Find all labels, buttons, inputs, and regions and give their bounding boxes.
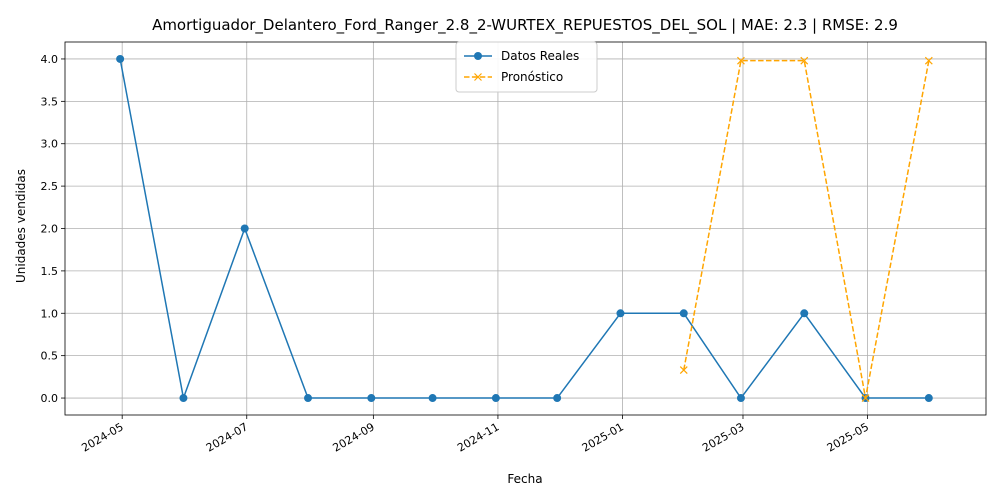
- data-point: [367, 394, 376, 403]
- y-tick-label: 3.0: [41, 138, 59, 151]
- x-tick-label: 2024-07: [204, 420, 250, 454]
- y-tick-label: 4.0: [41, 53, 59, 66]
- data-point: [924, 56, 933, 65]
- data-point: [116, 54, 125, 63]
- data-point: [861, 394, 870, 402]
- x-tick-label: 2024-11: [455, 420, 501, 454]
- y-tick-label: 2.0: [41, 223, 59, 236]
- data-point: [736, 394, 745, 403]
- legend-label-datos-reales: Datos Reales: [501, 49, 579, 63]
- x-tick-label: 2024-05: [79, 420, 125, 454]
- x-tick-label: 2025-03: [700, 420, 746, 454]
- series-line: [683, 59, 930, 399]
- series-1: [679, 56, 933, 402]
- data-point: [800, 309, 809, 318]
- legend-box: [455, 41, 598, 93]
- data-point: [679, 366, 688, 374]
- y-tick-label: 1.0: [41, 307, 59, 320]
- y-tick-label: 3.5: [41, 95, 59, 108]
- y-tick-label: 2.5: [41, 180, 59, 193]
- grid-lines: [65, 42, 986, 415]
- data-point: [924, 394, 933, 403]
- data-point: [616, 309, 625, 318]
- data-point: [491, 394, 500, 403]
- data-point: [800, 56, 809, 65]
- y-tick-label: 0.0: [41, 392, 59, 405]
- x-tick-label: 2025-05: [825, 420, 871, 454]
- plot-series: [116, 54, 933, 403]
- legend: Datos Reales Pronóstico: [455, 41, 598, 93]
- data-point: [428, 394, 437, 403]
- data-point: [553, 394, 562, 403]
- data-point: [304, 394, 313, 403]
- y-tick-label: 1.5: [41, 265, 59, 278]
- data-point: [179, 394, 188, 403]
- x-tick-label: 2025-01: [580, 420, 626, 454]
- legend-label-pronostico: Pronóstico: [501, 70, 563, 84]
- legend-marker-datos-reales: [474, 52, 482, 60]
- y-axis-label: Unidades vendidas: [14, 169, 28, 283]
- x-tick-label: 2024-09: [331, 420, 377, 454]
- legend-marker-pronostico: [474, 73, 482, 81]
- data-point: [240, 224, 249, 233]
- data-point: [679, 309, 688, 318]
- data-point: [737, 56, 745, 65]
- chart-title: Amortiguador_Delantero_Ford_Ranger_2.8_2…: [152, 16, 898, 35]
- y-tick-label: 0.5: [41, 350, 59, 363]
- axis-ticks: 0.0 0.5 1.0 1.5 2.0 2.5 3.0 3.5 4.0 2024-05 2024-0…: [41, 53, 872, 455]
- x-axis-label: Fecha: [507, 472, 542, 486]
- series-line: [119, 58, 929, 399]
